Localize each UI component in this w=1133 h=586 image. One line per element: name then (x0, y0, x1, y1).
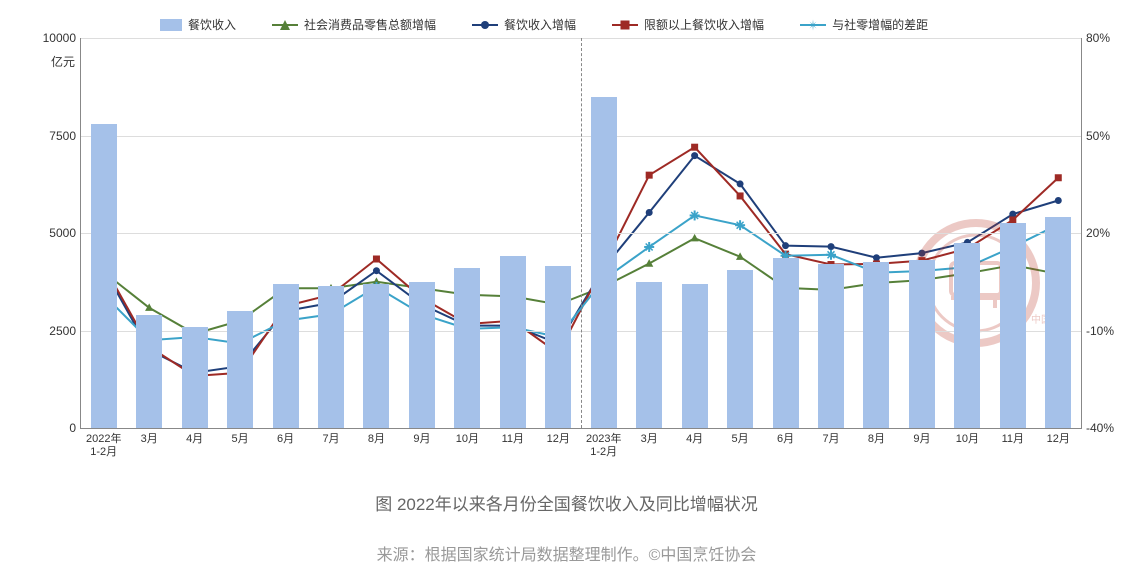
legend-item-line-0: 社会消费品零售总额增幅 (272, 16, 436, 33)
bar (909, 260, 935, 428)
legend-item-line-1: 餐饮收入增幅 (472, 16, 576, 33)
bar (863, 262, 889, 428)
line-marker (373, 256, 380, 263)
x-tick-label: 7月 (822, 433, 839, 446)
bar (500, 256, 526, 428)
y-left-tick-label: 7500 (36, 129, 76, 143)
y-axis-unit: 亿元 (51, 53, 75, 70)
x-tick-label: 5月 (232, 433, 249, 446)
x-tick-label: 2023年1-2月 (586, 433, 621, 459)
x-tick-label: 7月 (322, 433, 339, 446)
y-right-tick-label: -10% (1086, 324, 1121, 338)
y-right-tick-label: 80% (1086, 31, 1121, 45)
line-marker (644, 242, 654, 252)
line-marker (373, 267, 380, 274)
bar (682, 284, 708, 428)
y-left-tick-label: 0 (36, 421, 76, 435)
line-marker (690, 210, 700, 220)
legend-marker-triangle (272, 19, 298, 31)
y-left-tick-label: 5000 (36, 226, 76, 240)
x-tick-label: 8月 (368, 433, 385, 446)
legend-marker-star (800, 19, 826, 31)
line-marker (645, 259, 653, 267)
y-right-tick-label: 20% (1086, 226, 1121, 240)
legend-item-line-3: 与社零增幅的差距 (800, 16, 928, 33)
bar (363, 284, 389, 428)
y-right-tick-label: -40% (1086, 421, 1121, 435)
x-tick-label: 10月 (456, 433, 479, 446)
x-tick-label: 9月 (913, 433, 930, 446)
bar (409, 282, 435, 428)
line-marker (737, 180, 744, 187)
line-marker (826, 250, 836, 260)
legend-label: 与社零增幅的差距 (832, 16, 928, 33)
y-right-tick-label: 50% (1086, 129, 1121, 143)
bar (227, 311, 253, 428)
bar (545, 266, 571, 428)
line-marker (873, 254, 880, 261)
y-left-tick-label: 2500 (36, 324, 76, 338)
legend-item-line-2: 限额以上餐饮收入增幅 (612, 16, 764, 33)
chart-source: 来源：根据国家统计局数据整理制作。©中国烹饪协会 (0, 541, 1133, 565)
bar (318, 286, 344, 428)
x-tick-label: 4月 (686, 433, 703, 446)
x-tick-label: 12月 (1047, 433, 1070, 446)
x-tick-label: 6月 (277, 433, 294, 446)
x-tick-label: 10月 (956, 433, 979, 446)
plot-area: 亿元 中国烹饪协会 025005000750010000-40%-10%20%5… (80, 38, 1082, 429)
x-tick-label: 4月 (186, 433, 203, 446)
bar (773, 258, 799, 428)
line-marker (691, 152, 698, 159)
legend-marker-square (612, 19, 638, 31)
legend-item-bars: 餐饮收入 (160, 16, 236, 33)
line-marker (1055, 197, 1062, 204)
bar (91, 124, 117, 428)
line-marker (646, 172, 653, 179)
line-marker (736, 252, 744, 260)
line-marker (737, 192, 744, 199)
line-marker (1055, 174, 1062, 181)
line-marker (782, 242, 789, 249)
bar (273, 284, 299, 428)
legend: 餐饮收入 社会消费品零售总额增幅 餐饮收入增幅 限额以上餐饮收入增幅 (160, 16, 1080, 33)
line-marker (145, 303, 153, 311)
year-divider (581, 38, 582, 428)
bar (636, 282, 662, 428)
bar (727, 270, 753, 428)
bar (818, 264, 844, 428)
bar (1045, 217, 1071, 428)
x-tick-label: 11月 (1002, 433, 1024, 446)
line-marker (782, 251, 789, 258)
bar (1000, 223, 1026, 428)
legend-swatch-bar (160, 19, 182, 31)
bar (454, 268, 480, 428)
x-tick-label: 11月 (502, 433, 524, 446)
chart-container: 餐饮收入 社会消费品零售总额增幅 餐饮收入增幅 限额以上餐饮收入增幅 (30, 10, 1120, 450)
x-tick-label: 3月 (641, 433, 658, 446)
bar (136, 315, 162, 428)
x-tick-label: 5月 (732, 433, 749, 446)
x-tick-label: 9月 (413, 433, 430, 446)
x-tick-label: 3月 (141, 433, 158, 446)
chart-title: 图 2022年以来各月份全国餐饮收入及同比增幅状况 (0, 490, 1133, 515)
bar (591, 97, 617, 429)
bar (182, 327, 208, 428)
legend-label: 社会消费品零售总额增幅 (304, 16, 436, 33)
x-tick-label: 2022年1-2月 (86, 433, 121, 459)
legend-label: 餐饮收入增幅 (504, 16, 576, 33)
y-left-tick-label: 10000 (36, 31, 76, 45)
line-marker (646, 209, 653, 216)
x-tick-label: 6月 (777, 433, 794, 446)
line-marker (691, 144, 698, 151)
legend-label: 餐饮收入 (188, 16, 236, 33)
line-marker (735, 220, 745, 230)
line-marker (691, 234, 699, 242)
legend-marker-circle (472, 19, 498, 31)
line-marker (828, 243, 835, 250)
legend-label: 限额以上餐饮收入增幅 (644, 16, 764, 33)
x-tick-label: 8月 (868, 433, 885, 446)
x-tick-label: 12月 (547, 433, 570, 446)
bar (954, 243, 980, 428)
